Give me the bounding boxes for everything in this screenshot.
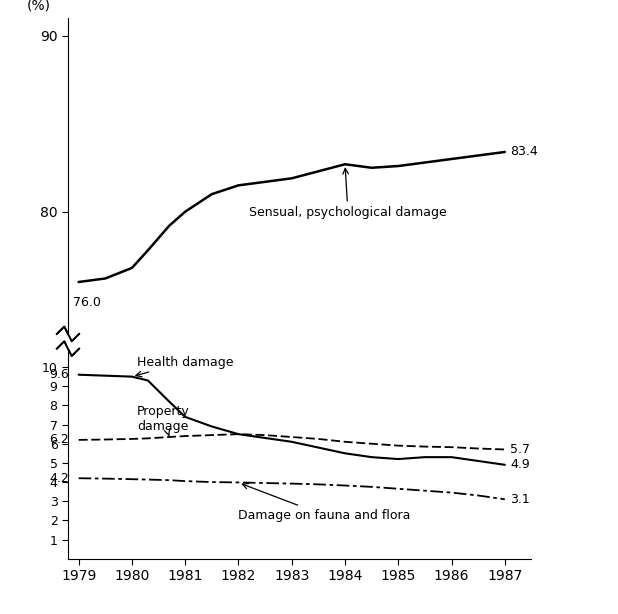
Text: 9.6: 9.6 [49, 368, 69, 381]
Text: Health damage: Health damage [136, 356, 234, 377]
Text: 4.9: 4.9 [510, 458, 530, 472]
Text: Sensual, psychological damage: Sensual, psychological damage [249, 168, 447, 219]
Text: 3.1: 3.1 [510, 493, 530, 506]
Text: Property
damage: Property damage [137, 405, 190, 436]
Text: 5.7: 5.7 [510, 443, 530, 456]
Text: 83.4: 83.4 [510, 146, 538, 158]
Text: 4.2: 4.2 [49, 472, 69, 484]
Text: 6.2: 6.2 [49, 433, 69, 446]
Text: (%): (%) [27, 0, 50, 12]
Text: 76.0: 76.0 [74, 296, 101, 309]
Text: Damage on fauna and flora: Damage on fauna and flora [239, 483, 411, 522]
